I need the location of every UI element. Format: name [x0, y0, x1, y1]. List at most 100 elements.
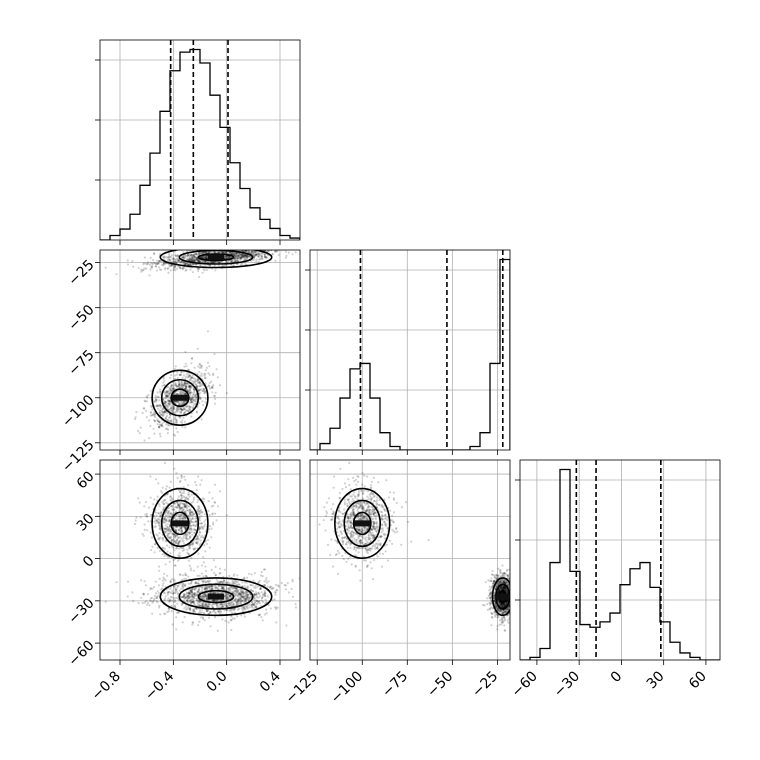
sample-point	[244, 250, 248, 253]
sample-point	[185, 262, 188, 265]
sample-point	[264, 591, 267, 595]
sample-point	[260, 255, 263, 258]
sample-point	[241, 262, 244, 265]
sample-point	[191, 500, 194, 503]
sample-point	[200, 597, 203, 600]
sample-point	[189, 601, 192, 604]
sample-point	[255, 260, 258, 263]
sample-point	[179, 266, 182, 269]
sample-point	[182, 596, 185, 599]
sample-point	[206, 251, 209, 254]
sample-point	[161, 539, 165, 542]
sample-point	[156, 391, 159, 394]
sample-point	[192, 399, 195, 402]
sample-point	[171, 508, 174, 511]
sample-point	[169, 552, 172, 555]
sample-point	[187, 385, 191, 388]
sample-point	[196, 582, 199, 585]
sample-point	[258, 253, 262, 256]
sample-point	[174, 269, 177, 272]
sample-point	[218, 384, 221, 387]
sample-point	[274, 241, 276, 243]
sample-point	[192, 380, 195, 383]
sample-point	[161, 579, 165, 582]
sample-point	[164, 511, 167, 514]
sample-point	[183, 256, 186, 259]
sample-point	[189, 391, 193, 394]
sample-point	[236, 253, 239, 256]
sample-point	[166, 394, 169, 397]
sample-point	[204, 581, 207, 584]
sample-point	[199, 382, 202, 385]
sample-point	[162, 503, 165, 506]
sample-point	[188, 389, 191, 392]
sample-point	[214, 611, 217, 614]
sample-point	[287, 251, 290, 254]
sample-point	[159, 260, 162, 263]
sample-point	[213, 591, 217, 595]
sample-point	[270, 244, 272, 246]
sample-point	[181, 574, 184, 577]
sample-point	[139, 426, 142, 429]
sample-point	[202, 256, 205, 259]
sample-point	[191, 257, 194, 260]
sample-point	[169, 420, 172, 423]
sample-point	[166, 591, 169, 594]
sample-point	[226, 593, 229, 596]
sample-point	[176, 385, 179, 388]
sample-point	[185, 268, 188, 271]
sample-point	[192, 498, 195, 501]
sample-point	[229, 252, 232, 255]
sample-point	[163, 599, 167, 602]
sample-point	[189, 393, 192, 396]
sample-point	[149, 588, 152, 591]
sample-point	[199, 539, 202, 542]
sample-point	[216, 505, 219, 508]
sample-point	[180, 408, 183, 412]
sample-point	[181, 402, 184, 406]
sample-point	[174, 540, 177, 543]
sample-point	[215, 604, 218, 607]
sample-point	[158, 526, 161, 530]
sample-point	[178, 407, 181, 410]
sample-point	[226, 596, 229, 599]
sample-point	[198, 531, 201, 534]
sample-point	[243, 598, 247, 601]
sample-point	[156, 519, 159, 523]
sample-point	[246, 585, 249, 588]
sample-point	[256, 600, 259, 603]
sample-point	[155, 600, 158, 603]
sample-point	[203, 390, 207, 393]
scatter-panel-p0-p2	[95, 459, 301, 665]
sample-point	[261, 575, 264, 578]
sample-point	[206, 597, 209, 601]
sample-point	[197, 260, 201, 263]
sample-point	[173, 585, 176, 588]
sample-point	[239, 593, 242, 596]
sample-point	[187, 595, 190, 598]
sample-point	[502, 609, 505, 612]
sample-point	[170, 388, 173, 391]
sample-point	[190, 601, 193, 604]
sample-point	[194, 592, 197, 595]
sample-point	[186, 382, 189, 385]
sample-point	[168, 263, 171, 266]
sample-point	[233, 252, 236, 255]
sample-point	[172, 592, 175, 595]
sample-point	[169, 376, 172, 379]
sample-point	[236, 608, 240, 611]
sample-point	[267, 250, 270, 252]
sample-point	[213, 483, 217, 486]
sample-point	[163, 379, 166, 382]
sample-point	[183, 504, 186, 507]
sample-point	[207, 585, 210, 588]
sample-point	[168, 394, 171, 397]
sample-point	[190, 511, 193, 514]
sample-point	[249, 584, 253, 587]
sample-point	[157, 404, 160, 407]
sample-point	[163, 577, 166, 581]
sample-point	[177, 408, 180, 411]
sample-point	[166, 390, 169, 393]
sample-point	[237, 593, 240, 597]
sample-point	[236, 257, 239, 260]
